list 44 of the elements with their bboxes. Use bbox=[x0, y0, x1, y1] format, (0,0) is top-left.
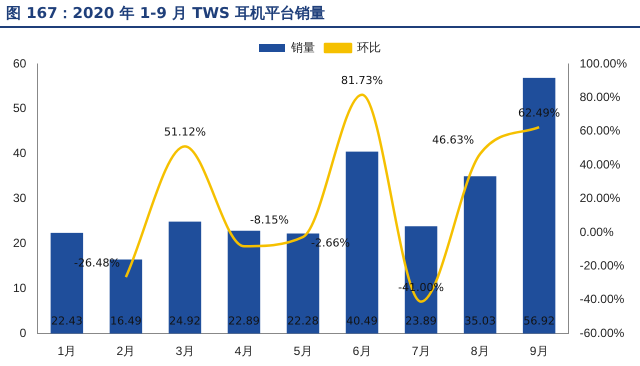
data-label: 24.92 bbox=[169, 314, 201, 328]
data-label: 56.92 bbox=[523, 314, 555, 328]
y-tick-label: 20 bbox=[12, 236, 27, 250]
y-tick-label: 30 bbox=[12, 191, 27, 206]
y2-tick-label: 100.00% bbox=[580, 56, 628, 70]
y-tick-label: 10 bbox=[12, 280, 27, 295]
data-label: 22.28 bbox=[287, 314, 319, 328]
x-tick-label: 4月 bbox=[234, 344, 254, 358]
y-tick-label: 0 bbox=[20, 326, 27, 340]
data-label: 35.03 bbox=[464, 314, 496, 328]
data-label: 51.12% bbox=[164, 126, 206, 139]
x-tick-label: 6月 bbox=[352, 344, 372, 358]
y2-tick-label: 60.00% bbox=[580, 124, 621, 138]
bar bbox=[464, 176, 496, 334]
y-tick-label: 60 bbox=[12, 56, 27, 70]
x-tick-label: 7月 bbox=[412, 344, 430, 358]
data-label: 22.89 bbox=[228, 314, 260, 328]
x-tick-label: 5月 bbox=[294, 344, 312, 358]
y-tick-label: 40 bbox=[12, 146, 27, 160]
chart-title: 图 167：2020 年 1-9 月 TWS 耳机平台销量 bbox=[0, 0, 640, 28]
legend-label: 环比 bbox=[357, 40, 381, 54]
y-tick-label: 50 bbox=[12, 101, 27, 116]
y2-tick-label: -40.00% bbox=[580, 292, 625, 306]
x-tick-label: 9月 bbox=[530, 344, 548, 358]
data-label: -8.15% bbox=[250, 214, 289, 227]
data-label: 46.63% bbox=[432, 133, 474, 146]
bar bbox=[228, 230, 260, 334]
y2-tick-label: 80.00% bbox=[580, 90, 621, 104]
x-tick-label: 2月 bbox=[116, 344, 136, 358]
x-tick-label: 8月 bbox=[470, 344, 490, 358]
y2-tick-label: 0.00% bbox=[580, 224, 614, 239]
data-label: 22.43 bbox=[51, 314, 83, 328]
y2-tick-label: 20.00% bbox=[580, 191, 621, 206]
x-tick-label: 1月 bbox=[58, 344, 76, 358]
y2-tick-label: -60.00% bbox=[580, 326, 625, 340]
data-label: 81.73% bbox=[341, 74, 383, 88]
data-label: 16.49 bbox=[110, 314, 142, 328]
data-label: 40.49 bbox=[346, 314, 378, 328]
data-label: 23.89 bbox=[405, 314, 437, 328]
x-tick-label: 3月 bbox=[176, 344, 194, 358]
bar bbox=[168, 222, 202, 334]
y2-tick-label: -20.00% bbox=[580, 258, 625, 273]
y2-tick-label: 40.00% bbox=[580, 157, 621, 172]
legend-label: 销量 bbox=[290, 40, 315, 54]
